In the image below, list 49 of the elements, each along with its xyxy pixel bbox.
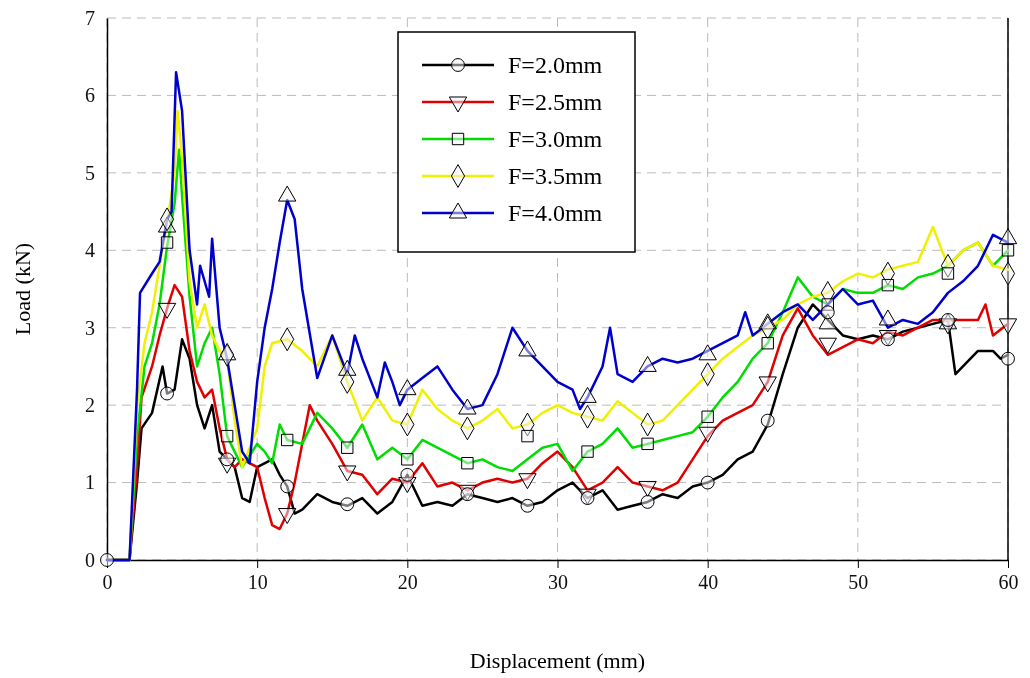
y-tick-label: 0 xyxy=(85,548,95,571)
legend-label: F=2.0mm xyxy=(508,52,603,79)
x-tick-label: 0 xyxy=(102,571,113,593)
y-tick-label: 1 xyxy=(85,471,95,494)
point xyxy=(220,429,234,443)
point xyxy=(641,437,654,451)
y-tick-label: 7 xyxy=(85,6,95,29)
point xyxy=(761,337,774,350)
point xyxy=(700,475,715,490)
legend-label: F=2.5mm xyxy=(508,89,603,116)
x-axis-title: Displacement (mm) xyxy=(469,648,646,673)
point xyxy=(760,413,775,428)
y-axis-title: Load (kN) xyxy=(10,242,35,336)
legend-label: F=3.0mm xyxy=(508,126,603,153)
point xyxy=(160,236,174,249)
point xyxy=(461,457,474,470)
y-tick-label: 6 xyxy=(85,84,95,107)
point xyxy=(820,305,835,320)
point xyxy=(581,445,594,458)
point xyxy=(340,497,355,512)
point xyxy=(401,453,414,466)
y-tick-label: 2 xyxy=(85,394,95,417)
point xyxy=(400,467,415,482)
point xyxy=(998,228,1018,245)
point xyxy=(941,267,955,280)
y-tick-label: 5 xyxy=(85,161,95,184)
point xyxy=(1001,351,1015,366)
point xyxy=(1001,244,1015,257)
point xyxy=(281,433,294,447)
point xyxy=(280,479,295,494)
point xyxy=(220,452,235,467)
x-tick-label: 40 xyxy=(698,571,719,593)
legend-label: F=3.5mm xyxy=(508,163,603,190)
point xyxy=(160,386,174,401)
point xyxy=(520,498,535,513)
x-tick-label: 50 xyxy=(848,571,869,593)
y-tick-label: 4 xyxy=(85,239,95,262)
y-tick-label: 3 xyxy=(85,316,95,339)
x-tick-label: 20 xyxy=(397,571,418,593)
point xyxy=(640,495,655,509)
x-tick-label: 10 xyxy=(247,571,268,593)
x-tick-label: 30 xyxy=(548,571,568,593)
point xyxy=(701,410,714,423)
point xyxy=(881,278,895,292)
point xyxy=(521,429,534,443)
point xyxy=(341,441,354,454)
x-tick-label: 60 xyxy=(998,571,1019,593)
point xyxy=(638,480,657,497)
legend-label: F=4.0mm xyxy=(508,200,603,227)
